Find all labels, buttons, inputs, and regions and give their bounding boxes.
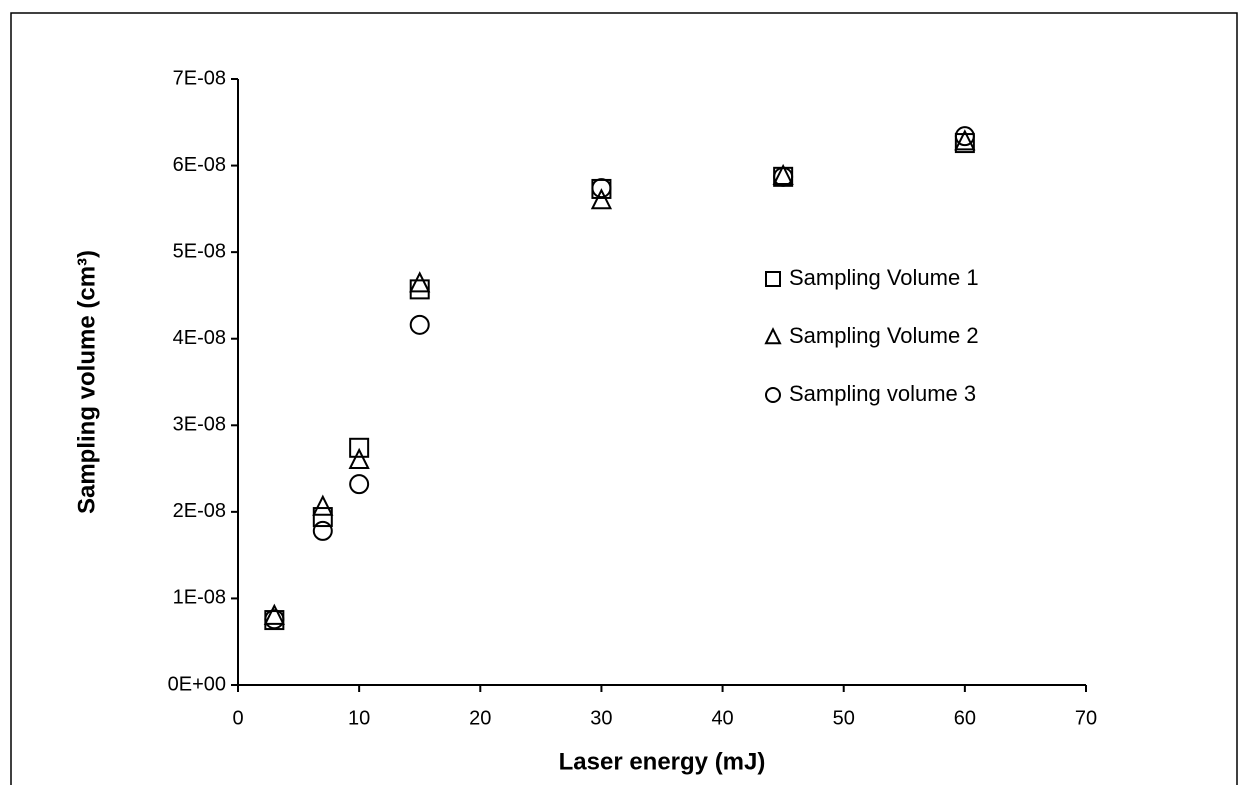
data-point (312, 507, 333, 528)
x-tick-label: 30 (590, 707, 612, 729)
x-tick-label: 50 (833, 707, 855, 729)
frame (10, 12, 1238, 785)
y-tick-label: 0E+00 (168, 673, 226, 695)
data-point (349, 437, 370, 458)
y-tick-label: 3E-08 (173, 414, 226, 436)
y-tick-label: 6E-08 (173, 154, 226, 176)
y-tick-label: 1E-08 (173, 587, 226, 609)
x-tick-label: 40 (711, 707, 733, 729)
data-point (409, 314, 430, 335)
data-point (409, 279, 430, 300)
data-point (349, 474, 370, 495)
data-point (954, 126, 975, 147)
x-tick-label: 20 (469, 707, 491, 729)
y-tick-label: 7E-08 (173, 67, 226, 89)
data-point (772, 163, 794, 186)
y-tick-label: 5E-08 (173, 240, 226, 262)
legend-label: Sampling Volume 2 (789, 323, 979, 348)
data-point (312, 520, 333, 541)
x-tick-label: 0 (232, 707, 243, 729)
data-point (773, 166, 794, 187)
y-tick-label: 4E-08 (173, 327, 226, 349)
data-point (264, 609, 285, 630)
legend-label: Sampling Volume 1 (789, 265, 979, 290)
legend-marker (764, 327, 782, 345)
x-tick-label: 70 (1075, 707, 1097, 729)
data-point (590, 188, 613, 210)
data-point (591, 178, 612, 199)
data-point (312, 494, 334, 516)
legend-marker (765, 271, 781, 287)
data-point (954, 133, 975, 154)
data-point (954, 129, 976, 151)
legend-marker (765, 387, 781, 403)
data-point (348, 447, 370, 470)
x-tick-label: 60 (954, 707, 976, 729)
data-point (263, 603, 285, 625)
x-axis-title: Laser energy (mJ) (559, 748, 766, 775)
y-tick-label: 2E-08 (173, 500, 226, 522)
x-tick-label: 10 (348, 707, 370, 729)
y-axis-title: Sampling volume (cm³) (73, 250, 100, 514)
data-point (409, 271, 431, 293)
legend-label: Sampling volume 3 (789, 381, 976, 406)
